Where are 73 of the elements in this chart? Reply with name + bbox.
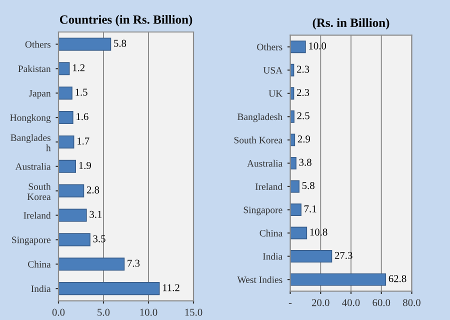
y-tick-label: Australia: [15, 163, 51, 170]
y-tick-label: Singapore: [12, 236, 51, 246]
bar: [290, 156, 296, 170]
x-tick-label: 40.0: [342, 299, 360, 306]
x-tick-label: 10.0: [140, 308, 158, 316]
y-tick-label: Ireland: [24, 212, 51, 219]
y-tick-label: Singapore: [244, 206, 282, 216]
bar: [58, 258, 125, 271]
bar: [58, 135, 74, 148]
data-label: 2.5: [297, 112, 310, 120]
x-tick-label: 0.0: [52, 308, 65, 316]
data-label: 10.0: [309, 42, 326, 50]
x-tick-label: 5.0: [98, 308, 110, 316]
bar: [58, 282, 160, 296]
x-tick-label: 20.0: [312, 299, 330, 306]
bar: [58, 233, 90, 246]
y-tick-label: India: [31, 285, 51, 292]
data-label: 5.8: [302, 182, 314, 190]
y-tick-label: Ireland: [255, 183, 282, 190]
y-tick-label: UK: [268, 90, 283, 97]
bar: [58, 184, 84, 198]
data-label: 11.2: [162, 284, 180, 292]
data-label: 2.3: [296, 88, 310, 96]
data-label: 3.1: [90, 210, 102, 218]
y-tick-label: Others: [257, 43, 282, 50]
y-tick-label: South Korea: [27, 183, 51, 200]
chart-title: (Rs. in Billion): [312, 18, 390, 30]
y-tick-label: Japan: [28, 90, 51, 99]
y-tick-label: India: [262, 252, 282, 260]
data-label: 1.5: [76, 88, 88, 96]
bar: [290, 204, 302, 216]
data-label: 1.7: [77, 138, 90, 145]
data-label: 7.3: [128, 260, 140, 267]
bar: [58, 38, 112, 51]
chart-title: Countries (in Rs. Billion): [60, 14, 192, 26]
data-label: 27.3: [334, 252, 352, 259]
data-label: 10.8: [310, 228, 328, 236]
bar: [290, 273, 386, 286]
x-tick-label: 60.0: [372, 299, 390, 306]
bar: [58, 160, 76, 173]
y-tick-label: China: [28, 260, 51, 268]
x-tick-label: 15.0: [185, 308, 202, 316]
y-tick-label: Australia: [247, 160, 282, 167]
data-label: 62.8: [388, 275, 406, 282]
bar: [290, 226, 308, 240]
data-label: 2.3: [296, 66, 310, 73]
y-tick-label: China: [260, 230, 282, 236]
x-tick-label: 80.0: [403, 299, 420, 306]
y-tick-label: Bangladesh: [238, 113, 282, 122]
data-label: 1.2: [72, 64, 85, 72]
data-label: 7.1: [304, 205, 316, 212]
x-tick-label: -: [288, 303, 292, 304]
data-label: 2.9: [298, 136, 310, 143]
y-tick-label: South Korea: [234, 136, 282, 144]
data-label: 2.8: [86, 186, 100, 194]
data-label: 3.5: [93, 235, 106, 242]
data-label: 1.6: [76, 113, 88, 120]
data-label: 3.8: [299, 158, 312, 166]
bar: [58, 111, 74, 124]
bar: [58, 62, 70, 76]
bar: [58, 86, 72, 100]
bar: [290, 180, 300, 193]
bar: [290, 40, 306, 54]
bar: [290, 250, 332, 263]
data-label: 1.9: [79, 162, 91, 170]
y-tick-label: Pakistan: [18, 65, 51, 72]
bar: [58, 208, 87, 222]
y-tick-label: West Indies: [237, 276, 282, 284]
y-tick-label: Others: [25, 40, 51, 48]
y-tick-label: Banglades h: [10, 134, 51, 152]
y-tick-label: USA: [263, 67, 283, 74]
y-tick-label: Hongkong: [10, 114, 51, 123]
data-label: 5.8: [114, 40, 126, 47]
